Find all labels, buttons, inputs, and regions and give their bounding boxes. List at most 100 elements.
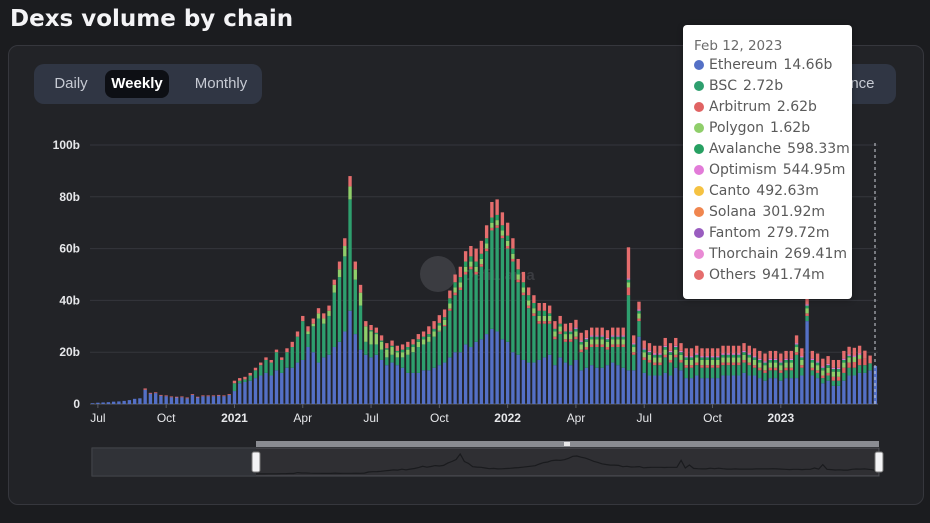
bar-segment — [558, 334, 562, 358]
bar-segment — [553, 339, 557, 366]
bar-segment — [547, 315, 552, 322]
bar-segment — [295, 362, 300, 404]
bar-segment — [826, 375, 830, 381]
bar-segment — [674, 367, 678, 404]
bar-segment — [437, 330, 442, 332]
bar-segment — [726, 357, 730, 363]
bar-segment — [427, 336, 431, 342]
bar-segment — [773, 359, 778, 363]
bar-segment — [836, 369, 841, 372]
bar-segment — [484, 225, 489, 239]
bar-segment — [295, 331, 300, 337]
bar-segment — [185, 398, 189, 404]
bar-segment — [353, 261, 357, 270]
bar-segment — [463, 271, 468, 275]
bar-segment — [569, 330, 573, 332]
x-tick-label: Oct — [430, 411, 449, 425]
bar-segment — [511, 352, 515, 404]
bar-segment — [847, 375, 851, 404]
zoom-drag-grip-icon[interactable] — [564, 442, 570, 446]
bar-segment — [647, 354, 652, 360]
bar-segment — [574, 327, 578, 329]
bar-segment — [505, 240, 510, 247]
zoom-left-handle[interactable] — [251, 451, 261, 473]
bar-segment — [574, 319, 578, 328]
bar-segment — [364, 341, 368, 355]
bar-segment — [390, 340, 394, 346]
bar-segment — [390, 354, 394, 363]
bar-segment — [826, 367, 830, 373]
bar-segment — [159, 394, 163, 396]
bar-segment — [731, 354, 736, 358]
bar-segment — [710, 348, 715, 357]
bar-segment — [632, 347, 636, 353]
bar-segment — [479, 253, 484, 259]
bar-segment — [653, 353, 657, 355]
bar-segment — [411, 339, 415, 345]
bar-segment — [490, 230, 494, 329]
bar-segment — [674, 347, 678, 350]
bar-segment — [201, 396, 205, 404]
bar-segment — [269, 362, 273, 376]
tooltip-series-name: BSC — [709, 78, 738, 94]
zoom-selected-window[interactable] — [256, 448, 879, 476]
daily-button[interactable]: Daily — [54, 75, 88, 92]
bar-segment — [626, 279, 631, 283]
bar-segment — [779, 365, 783, 371]
bar-segment — [148, 393, 153, 404]
bar-segment — [374, 344, 378, 355]
monthly-button[interactable]: Monthly — [194, 75, 248, 92]
weekly-button[interactable]: Weekly — [105, 70, 169, 98]
tooltip-row: Polygon 1.62b — [694, 120, 810, 141]
bar-segment — [605, 339, 610, 342]
bar-segment — [721, 362, 725, 366]
bar-segment — [379, 335, 384, 341]
bar-segment — [463, 344, 468, 404]
bar-segment — [668, 359, 673, 363]
tooltip-series-value: 941.74m — [762, 267, 825, 283]
bar-segment — [421, 336, 426, 340]
bar-segment — [516, 282, 520, 355]
bar-segment — [437, 331, 442, 366]
bar-segment — [653, 365, 657, 376]
bar-segment — [679, 354, 683, 360]
bar-segment — [448, 308, 452, 311]
bar-segment — [495, 220, 499, 226]
bar-segment — [590, 335, 594, 337]
bar-segment — [264, 372, 268, 404]
bar-segment — [579, 344, 583, 350]
bar-segment — [348, 310, 352, 404]
bar-segment — [831, 359, 836, 368]
bar-segment — [747, 357, 751, 363]
bar-segment — [805, 304, 809, 306]
bar-segment — [484, 251, 489, 335]
bar-segment — [238, 380, 242, 384]
llama-logo-icon — [420, 256, 456, 292]
bar-segment — [274, 349, 279, 353]
bar-segment — [731, 375, 736, 404]
tooltip-row: Canto 492.63m — [694, 183, 819, 204]
bar-segment — [600, 327, 604, 336]
x-tick-label: Apr — [567, 411, 586, 425]
bar-segment — [716, 367, 720, 379]
bar-segment — [847, 346, 851, 355]
bar-segment — [842, 367, 846, 373]
bar-segment — [537, 310, 541, 316]
bar-segment — [763, 362, 767, 366]
bar-segment — [852, 367, 857, 376]
bar-segment — [684, 378, 688, 404]
zoom-right-handle[interactable] — [874, 451, 884, 473]
bar-segment — [810, 370, 815, 376]
bar-segment — [511, 253, 515, 259]
bar-segment — [632, 343, 636, 345]
bar-segment — [868, 355, 872, 364]
bar-segment — [227, 394, 231, 395]
bar-segment — [280, 359, 284, 373]
bar-segment — [295, 336, 300, 363]
bar-segment — [458, 266, 463, 278]
bar-segment — [526, 295, 531, 301]
bar-segment — [784, 370, 788, 379]
bar-segment — [469, 246, 473, 257]
bar-segment — [710, 378, 715, 404]
bar-segment — [800, 357, 804, 360]
